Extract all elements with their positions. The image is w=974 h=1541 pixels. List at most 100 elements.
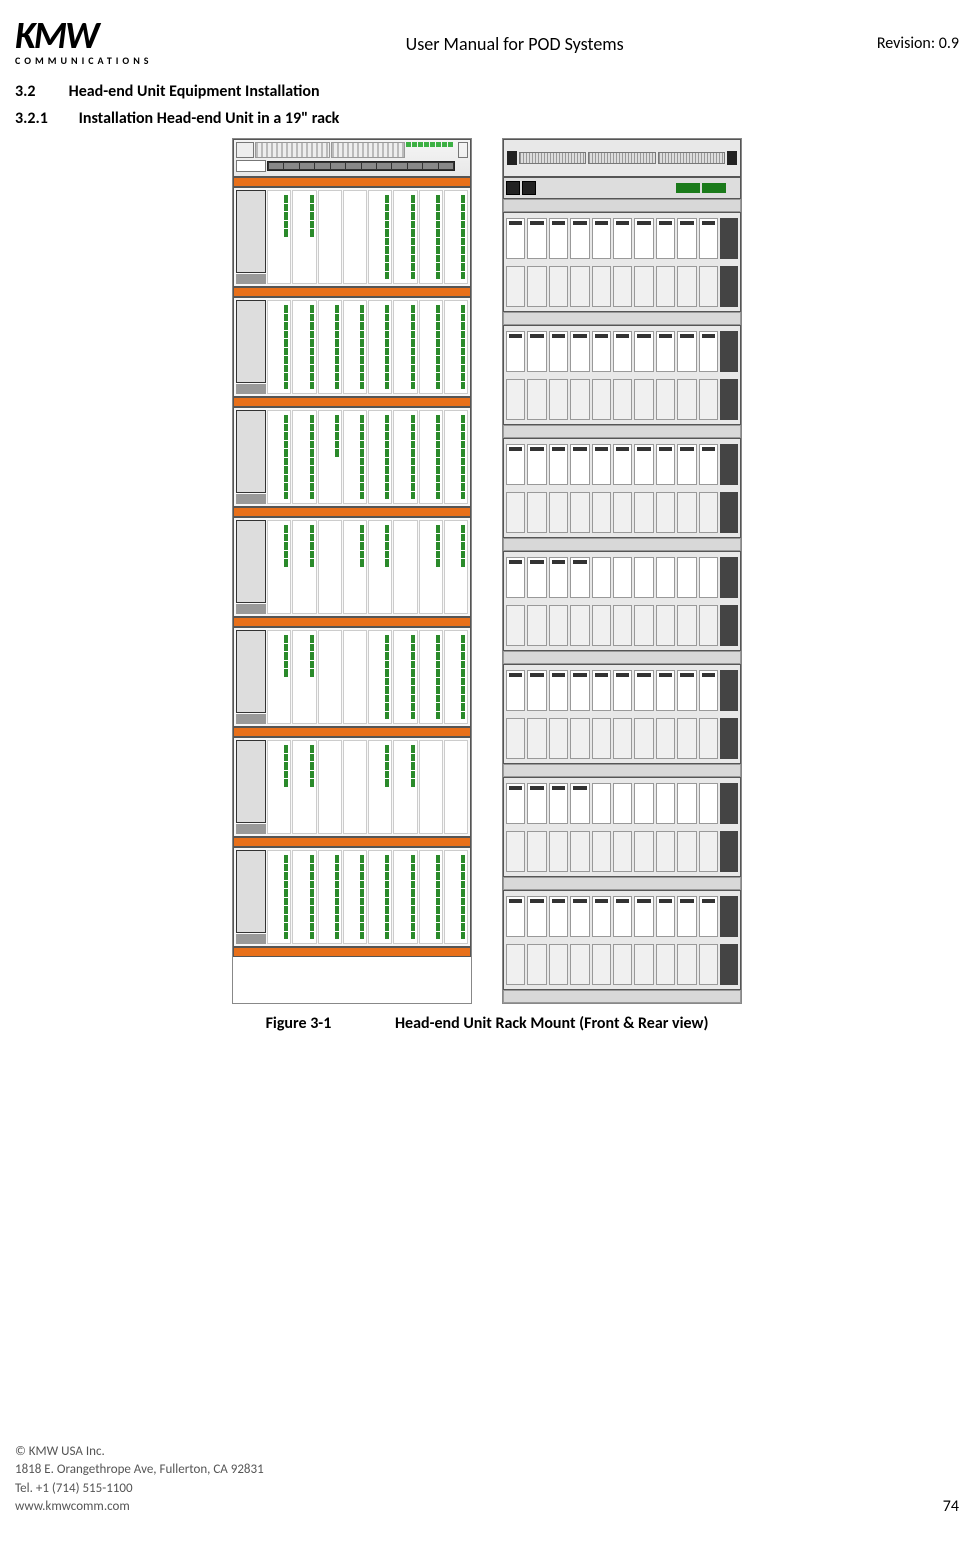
- rack-spacer-grey: [503, 538, 741, 551]
- panel-icon: [458, 142, 468, 158]
- card-slot: [393, 520, 417, 614]
- rack-spacer-orange: [233, 727, 471, 737]
- card-chassis-rear: [503, 438, 741, 538]
- psu-module-icon: [720, 331, 738, 372]
- psu-icon: [727, 151, 737, 165]
- card-slot: [292, 850, 316, 944]
- psu-module-icon: [720, 266, 738, 307]
- card-slot: [444, 850, 468, 944]
- card-slot: [393, 300, 417, 394]
- psu-icon: [507, 151, 517, 165]
- revision-label: Revision: 0.9: [877, 34, 959, 53]
- card-slot: [393, 630, 417, 724]
- vent-icon: [519, 152, 586, 164]
- vent-icon: [588, 152, 655, 164]
- card-slot: [393, 190, 417, 284]
- figure-label: Figure 3-1: [266, 1014, 332, 1033]
- display-module-icon: [236, 410, 266, 504]
- card-slot: [368, 190, 392, 284]
- card-slot: [318, 410, 342, 504]
- footer-address: 1818 E. Orangethrope Ave, Fullerton, CA …: [15, 1461, 264, 1479]
- card-slot: [419, 740, 443, 834]
- switch-unit-rear: [503, 139, 741, 177]
- vent-icon: [331, 142, 406, 158]
- rack-spacer-grey: [503, 990, 741, 1003]
- card-slot: [343, 740, 367, 834]
- card-slot: [292, 410, 316, 504]
- footer-copyright: © KMW USA Inc.: [15, 1443, 264, 1461]
- card-slot: [343, 630, 367, 724]
- rack-spacer-grey: [503, 425, 741, 438]
- rack-spacer-grey: [503, 199, 741, 212]
- card-slot: [343, 520, 367, 614]
- card-slot: [318, 850, 342, 944]
- psu-module-icon: [720, 444, 738, 485]
- card-slot: [343, 410, 367, 504]
- rack-spacer-orange: [233, 397, 471, 407]
- card-chassis-front: [233, 297, 471, 397]
- document-header: KMW COMMUNICATIONS User Manual for POD S…: [15, 20, 959, 67]
- card-slot: [419, 410, 443, 504]
- card-slot: [444, 300, 468, 394]
- card-slot: [267, 520, 291, 614]
- card-chassis-front: [233, 187, 471, 287]
- card-slot: [318, 190, 342, 284]
- logo-subtitle: COMMUNICATIONS: [15, 54, 153, 67]
- card-chassis-rear: [503, 777, 741, 877]
- footer-info: © KMW USA Inc. 1818 E. Orangethrope Ave,…: [15, 1443, 264, 1516]
- rack-spacer-grey: [503, 877, 741, 890]
- psu-icon: [506, 181, 520, 195]
- subsection-title: Installation Head-end Unit in a 19" rack: [79, 109, 340, 128]
- card-chassis-rear: [503, 890, 741, 990]
- vent-icon: [658, 152, 725, 164]
- card-slot: [292, 630, 316, 724]
- psu-module-icon: [720, 944, 738, 985]
- subsection-heading: 3.2.1 Installation Head-end Unit in a 19…: [15, 109, 959, 128]
- card-slot: [318, 740, 342, 834]
- psu-module-icon: [720, 831, 738, 872]
- psu-module-icon: [720, 718, 738, 759]
- document-title: User Manual for POD Systems: [153, 33, 877, 55]
- card-chassis-rear: [503, 212, 741, 312]
- card-slot: [267, 410, 291, 504]
- card-slot: [267, 300, 291, 394]
- rack-spacer-grey: [503, 312, 741, 325]
- rack-front-view: [232, 138, 472, 1004]
- psu-module-icon: [720, 783, 738, 824]
- display-module-icon: [236, 850, 266, 944]
- rack-spacer-orange: [233, 177, 471, 187]
- card-slot: [368, 630, 392, 724]
- psu-module-icon: [720, 896, 738, 937]
- card-slot: [419, 300, 443, 394]
- psu-module-icon: [720, 670, 738, 711]
- card-slot: [343, 850, 367, 944]
- display-module-icon: [236, 300, 266, 394]
- led-array-icon: [406, 142, 453, 158]
- display-module-icon: [236, 740, 266, 834]
- panel-icon: [236, 160, 266, 172]
- footer-tel: Tel. +1 (714) 515-1100: [15, 1480, 264, 1498]
- display-module-icon: [236, 630, 266, 724]
- connector-block-icon: [676, 183, 700, 193]
- card-slot: [343, 190, 367, 284]
- logo-text: KMW: [15, 20, 97, 52]
- psu-module-icon: [720, 218, 738, 259]
- card-slot: [267, 190, 291, 284]
- display-module-icon: [236, 190, 266, 284]
- card-slot: [343, 300, 367, 394]
- psu-module-icon: [720, 379, 738, 420]
- card-slot: [444, 520, 468, 614]
- card-slot: [368, 850, 392, 944]
- card-slot: [267, 740, 291, 834]
- card-chassis-front: [233, 627, 471, 727]
- rack-spacer-orange: [233, 507, 471, 517]
- card-slot: [419, 630, 443, 724]
- card-chassis-rear: [503, 551, 741, 651]
- rack-rear-view: [502, 138, 742, 1004]
- card-chassis-front: [233, 847, 471, 947]
- card-slot: [419, 850, 443, 944]
- subsection-number: 3.2.1: [15, 109, 75, 128]
- card-slot: [318, 630, 342, 724]
- patch-panel-rear: [503, 177, 741, 199]
- rack-spacer-orange: [233, 837, 471, 847]
